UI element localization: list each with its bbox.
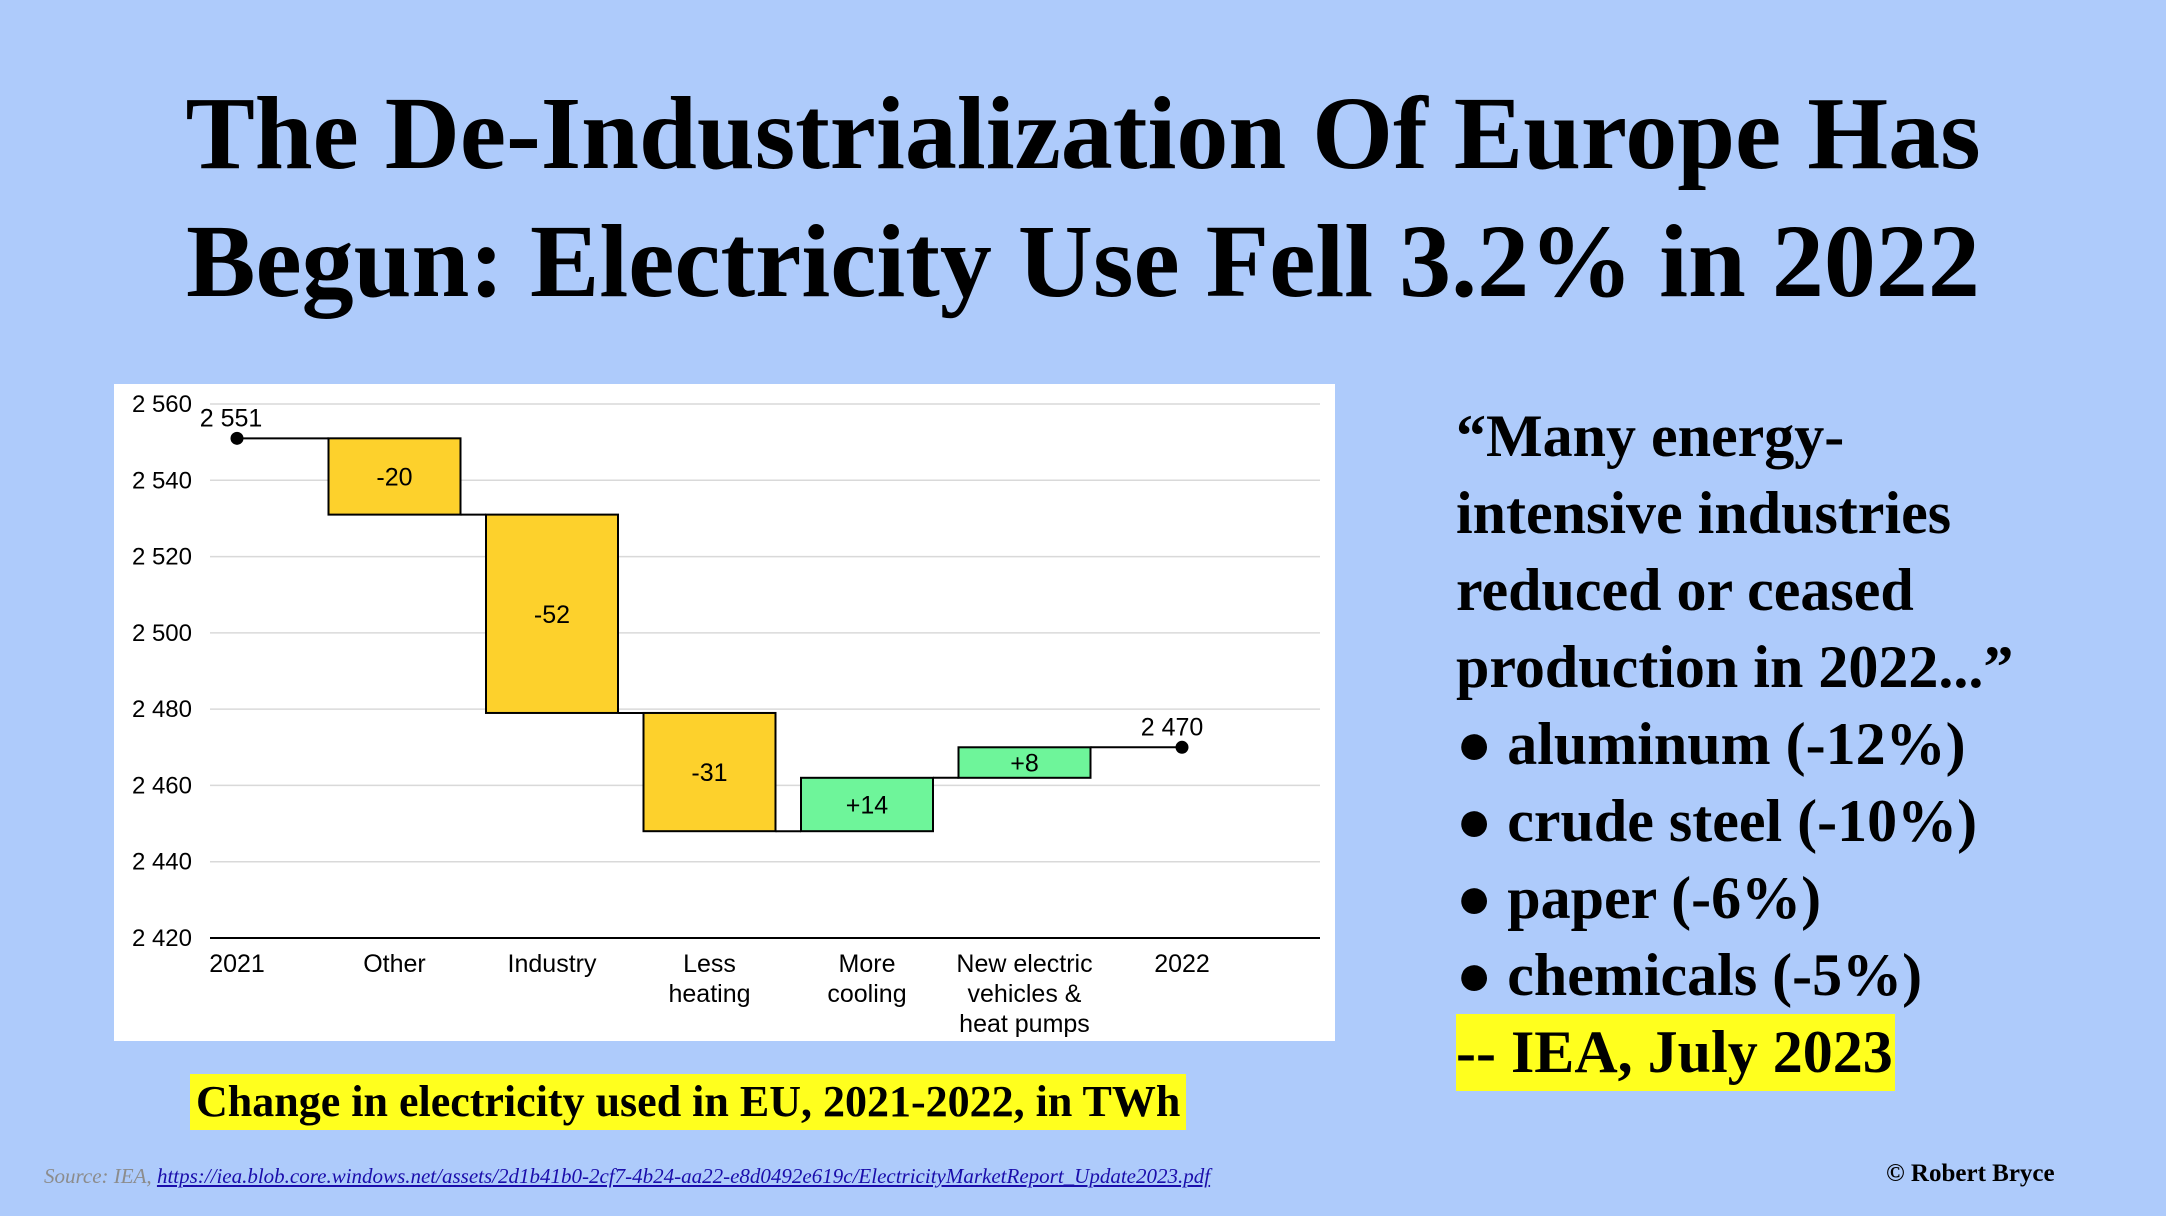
bar-value-label: +8	[1010, 750, 1039, 778]
y-tick-label: 2 480	[132, 696, 192, 723]
x-tick-label: Less	[683, 950, 736, 978]
quote-line: production in 2022...”	[1456, 634, 2014, 700]
x-tick-label: heating	[668, 980, 750, 1008]
quote-line: “Many energy-	[1456, 403, 1845, 469]
bar-value-label: -20	[376, 463, 412, 491]
quote-attribution: -- IEA, July 2023	[1456, 1014, 1895, 1091]
x-tick-label: cooling	[827, 980, 906, 1008]
y-tick-label: 2 520	[132, 544, 192, 571]
y-tick-label: 2 440	[132, 849, 192, 876]
page-title: The De-Industrialization Of Europe Has B…	[0, 70, 2166, 326]
waterfall-bar	[485, 513, 619, 714]
bar-value-label: +14	[846, 792, 889, 820]
bullet-aluminum: ● aluminum (-12%)	[1456, 711, 1966, 777]
waterfall-bar	[800, 776, 934, 833]
x-tick-label: 2022	[1154, 950, 1210, 978]
waterfall-bar	[642, 711, 777, 833]
source-prefix: Source: IEA,	[44, 1164, 157, 1188]
title-line-1: The De-Industrialization Of Europe Has	[185, 76, 1981, 191]
quote-line: reduced or ceased	[1456, 557, 1914, 623]
total-marker	[230, 431, 244, 445]
chart-svg: 2 420 2 440 2 460 2 480 2 500 2 520 2 540 2 560…	[132, 391, 1320, 1038]
y-tick-label: 2 420	[132, 925, 192, 952]
y-tick-label: 2 540	[132, 467, 192, 494]
waterfall-bar	[327, 437, 462, 516]
title-line-2: Begun: Electricity Use Fell 3.2% in 2022	[186, 204, 1980, 319]
y-tick-label: 2 560	[132, 391, 192, 418]
iea-quote: “Many energy- intensive industries reduc…	[1456, 398, 2136, 1091]
copyright: © Robert Bryce	[1886, 1160, 2055, 1187]
x-tick-label: 2021	[209, 950, 265, 978]
waterfall-bar	[957, 746, 1092, 779]
source-link[interactable]: https://iea.blob.core.windows.net/assets…	[156, 1164, 1211, 1188]
total-marker	[1175, 740, 1189, 754]
waterfall-chart: 2 420 2 440 2 460 2 480 2 500 2 520 2 540 2 560…	[114, 384, 1335, 1041]
quote-line: intensive industries	[1456, 480, 1952, 546]
bullet-chemicals: ● chemicals (-5%)	[1456, 942, 1923, 1008]
chart-caption: Change in electricity used in EU, 2021-2…	[190, 1074, 1187, 1130]
x-tick-label: New electric	[956, 950, 1092, 978]
x-tick-label: More	[839, 950, 896, 978]
bullet-paper: ● paper (-6%)	[1456, 865, 1822, 931]
bar-value-label: -52	[534, 601, 570, 629]
x-tick-label: vehicles &	[968, 980, 1082, 1008]
bullet-crude-steel: ● crude steel (-10%)	[1456, 788, 1978, 854]
x-tick-label: Industry	[508, 950, 597, 978]
y-tick-label: 2 460	[132, 772, 192, 799]
total-value-label: 2 470	[1141, 713, 1204, 741]
source-note: Source: IEA, https://iea.blob.core.windo…	[44, 1164, 1210, 1189]
bar-value-label: -31	[691, 759, 727, 787]
total-value-label: 2 551	[200, 404, 263, 432]
x-tick-label: Other	[363, 950, 426, 978]
y-tick-label: 2 500	[132, 620, 192, 647]
x-tick-label: heat pumps	[959, 1010, 1090, 1038]
